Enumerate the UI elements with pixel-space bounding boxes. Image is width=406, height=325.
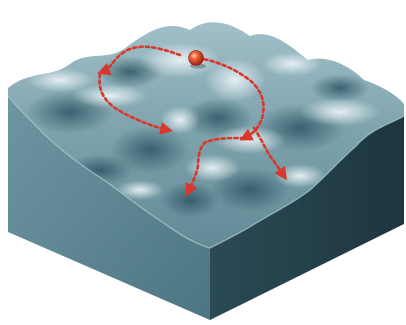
block-left-side [8,88,210,320]
descent-paths [97,45,287,197]
descent-path-4 [185,136,246,197]
block-right-side [210,116,404,320]
start-ball [188,50,206,69]
descent-path-5 [252,126,287,181]
surface-rim [7,95,405,249]
descent-path-2 [98,72,174,135]
descent-path-1 [97,45,182,76]
